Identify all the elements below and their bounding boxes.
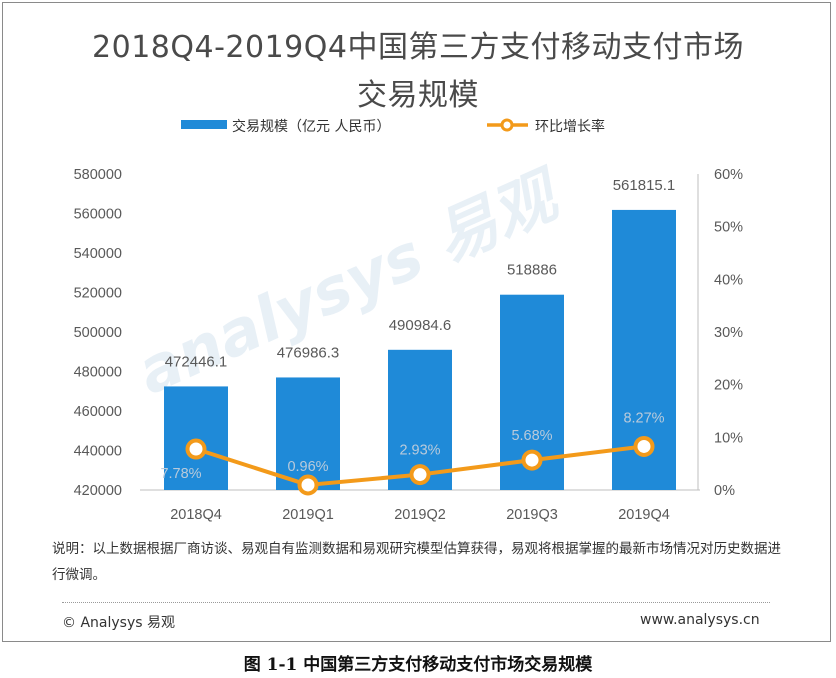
bar-value-label: 518886 [507, 262, 557, 279]
chart-title-line1: 2018Q4-2019Q4中国第三方支付移动支付市场 [92, 30, 744, 65]
y-left-tick-label: 440000 [74, 444, 122, 460]
growth-rate-point [521, 449, 543, 471]
growth-rate-point [633, 435, 655, 457]
x-tick-label: 2019Q4 [618, 507, 670, 523]
y-right-tick-label: 50% [714, 220, 743, 236]
chart-legend: 交易规模（亿元 人民币） 环比增长率 [0, 114, 836, 136]
y-left-tick-label: 520000 [74, 286, 122, 302]
legend-line-swatch [487, 118, 528, 132]
legend-bar-swatch [181, 120, 227, 129]
growth-rate-label: 7.78% [160, 466, 201, 482]
bar-value-label: 476986.3 [277, 344, 340, 361]
figure-caption: 图 1-1 中国第三方支付移动支付市场交易规模 [243, 655, 593, 675]
growth-rate-label: 0.96% [287, 459, 328, 475]
growth-rate-label: 2.93% [399, 443, 440, 459]
bar-2018Q4 [164, 386, 228, 490]
bar-value-label: 561815.1 [613, 177, 676, 194]
y-left-tick-label: 500000 [74, 325, 122, 341]
growth-rate-point [297, 474, 319, 496]
legend-bar-label: 交易规模（亿元 人民币） [232, 119, 391, 135]
growth-rate-point [185, 438, 207, 460]
y-left-tick-label: 420000 [74, 483, 122, 499]
chart-frame [2, 2, 831, 642]
x-tick-label: 2019Q2 [394, 507, 446, 523]
y-left-tick-label: 480000 [74, 365, 122, 381]
growth-rate-label: 5.68% [511, 428, 552, 444]
chart-title-line2: 交易规模 [357, 78, 479, 113]
y-left-tick-label: 540000 [74, 246, 122, 262]
y-left-tick-label: 460000 [74, 404, 122, 420]
copyright-text: © Analysys 易观 [62, 615, 175, 631]
y-right-tick-label: 60% [714, 167, 743, 183]
legend-line-label: 环比增长率 [535, 119, 605, 135]
y-right-tick-label: 30% [714, 325, 743, 341]
data-source-note: 说明：以上数据根据厂商访谈、易观自有监测数据和易观研究模型估算获得，易观将根据掌… [52, 541, 781, 583]
bar-value-label: 472446.1 [165, 353, 228, 370]
y-left-tick-label: 580000 [74, 167, 122, 183]
x-tick-label: 2019Q3 [506, 507, 558, 523]
y-right-tick-label: 40% [714, 272, 743, 288]
bar-2019Q1 [276, 377, 340, 490]
x-tick-label: 2018Q4 [170, 507, 222, 523]
website-url: www.analysys.cn [640, 612, 760, 628]
growth-rate-label: 8.27% [623, 410, 664, 426]
y-right-tick-label: 20% [714, 378, 743, 394]
y-left-tick-label: 560000 [74, 207, 122, 223]
growth-rate-point [409, 464, 431, 486]
footer-divider [62, 602, 770, 603]
x-tick-label: 2019Q1 [282, 507, 334, 523]
bar-value-label: 490984.6 [389, 317, 452, 334]
y-right-tick-label: 0% [714, 483, 735, 499]
y-right-tick-label: 10% [714, 430, 743, 446]
